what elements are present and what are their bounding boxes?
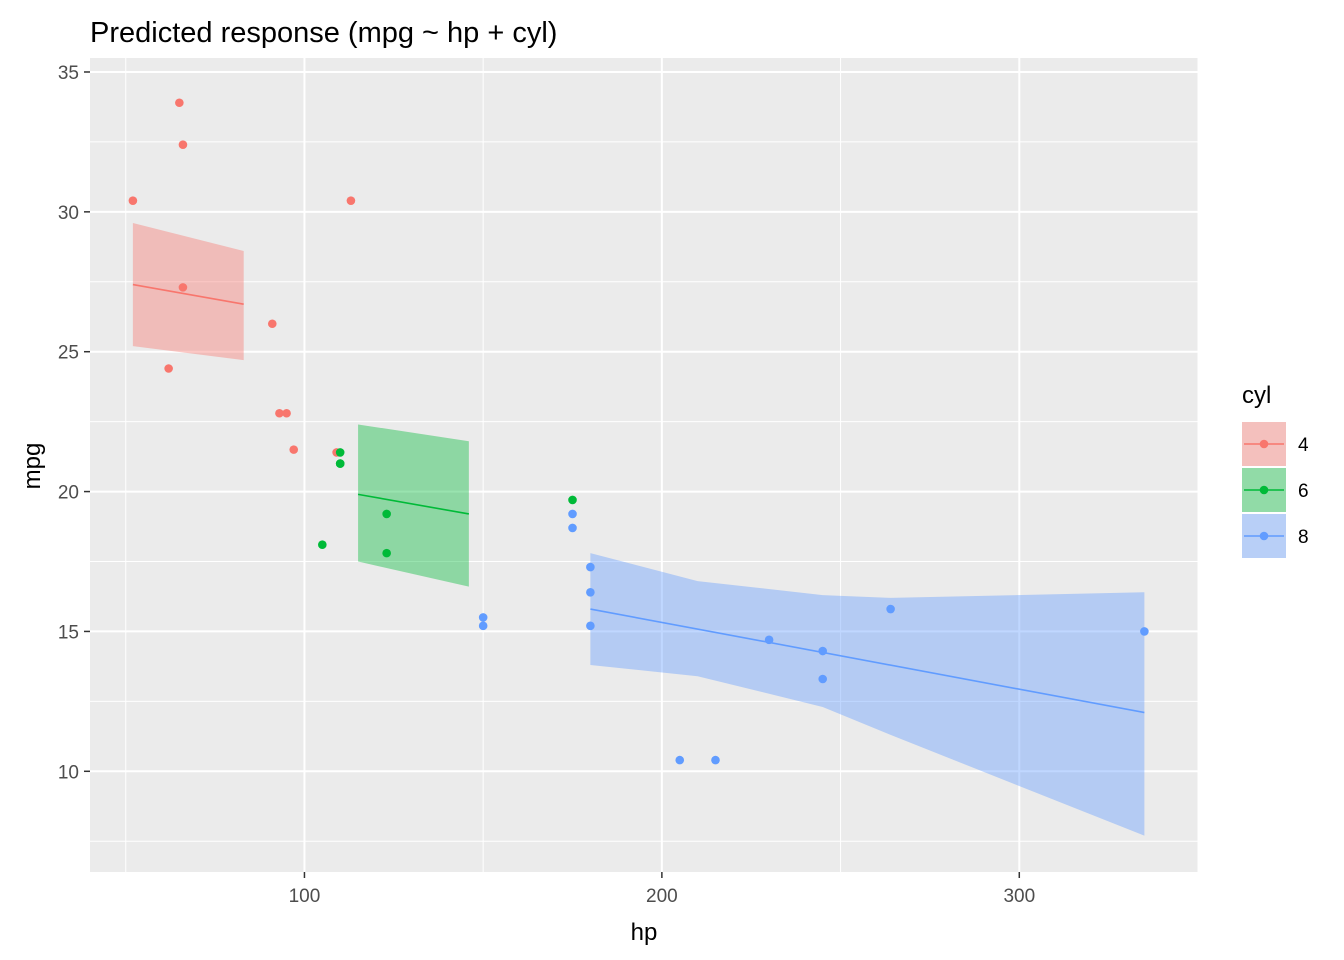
data-point-8: [711, 755, 720, 765]
data-point-4: [346, 196, 356, 205]
legend-key-point-8: [1259, 531, 1269, 541]
data-point-6: [568, 495, 577, 505]
plot-panel: [90, 58, 1198, 872]
confidence-band-8: [590, 553, 1145, 836]
data-points: [128, 98, 1149, 765]
data-point-4: [128, 196, 138, 205]
data-point-8: [818, 646, 828, 656]
data-point-4: [178, 140, 188, 150]
y-axis-ticks: 10 15 20 25 30 35: [58, 63, 90, 783]
grid-minor: [90, 58, 1199, 872]
y-tick-label: 10: [58, 762, 79, 783]
legend-title: cyl: [1242, 382, 1271, 409]
data-point-6: [382, 548, 391, 558]
data-point-6: [382, 509, 391, 519]
x-axis-ticks: 100 200 300: [289, 872, 1035, 907]
y-tick-label: 25: [58, 343, 79, 364]
data-point-8: [586, 587, 595, 597]
confidence-band-6: [358, 424, 469, 587]
fit-lines: [132, 283, 1145, 714]
data-point-4: [282, 408, 291, 418]
data-point-8: [586, 621, 595, 631]
legend-key-point-6: [1259, 485, 1269, 495]
data-point-8: [478, 613, 488, 622]
data-point-8: [886, 604, 895, 614]
fit-line-6: [357, 493, 470, 515]
data-point-8: [764, 635, 774, 645]
fit-line-4: [132, 283, 244, 305]
grid-major: [90, 58, 1198, 872]
y-tick-label: 20: [58, 483, 79, 504]
data-point-8: [478, 621, 488, 631]
x-axis-title: hp: [631, 919, 658, 946]
data-point-4: [267, 319, 277, 329]
data-point-8: [568, 523, 577, 533]
data-point-4: [178, 283, 188, 292]
y-tick-label: 15: [58, 622, 79, 643]
y-axis-title: mpg: [19, 443, 46, 490]
x-tick-label: 300: [1003, 886, 1035, 907]
x-tick-label: 200: [646, 886, 678, 907]
fit-line-8: [590, 608, 1145, 714]
data-point-4: [289, 445, 299, 454]
confidence-bands: [132, 223, 1145, 836]
x-tick-label: 100: [289, 886, 321, 907]
confidence-band-4: [132, 223, 244, 361]
chart-title: Predicted response (mpg ~ hp + cyl): [90, 17, 557, 49]
y-tick-label: 30: [58, 203, 79, 224]
y-tick-label: 35: [58, 63, 79, 84]
data-point-4: [164, 364, 173, 373]
legend-label-6: 6: [1298, 481, 1309, 502]
legend-label-4: 4: [1298, 435, 1309, 456]
data-point-8: [818, 674, 828, 684]
data-point-8: [586, 562, 595, 572]
data-point-6: [335, 459, 345, 468]
data-point-6: [318, 540, 327, 550]
legend-keys: 4 6 8: [1242, 422, 1309, 558]
legend-label-8: 8: [1298, 527, 1309, 548]
legend: cyl 4 6 8: [1242, 382, 1309, 558]
data-point-8: [568, 509, 577, 519]
data-point-4: [275, 408, 284, 418]
data-point-8: [675, 755, 685, 765]
data-point-8: [1140, 627, 1149, 636]
data-point-4: [175, 98, 184, 108]
legend-key-point-4: [1259, 439, 1269, 449]
data-point-6: [335, 448, 345, 457]
